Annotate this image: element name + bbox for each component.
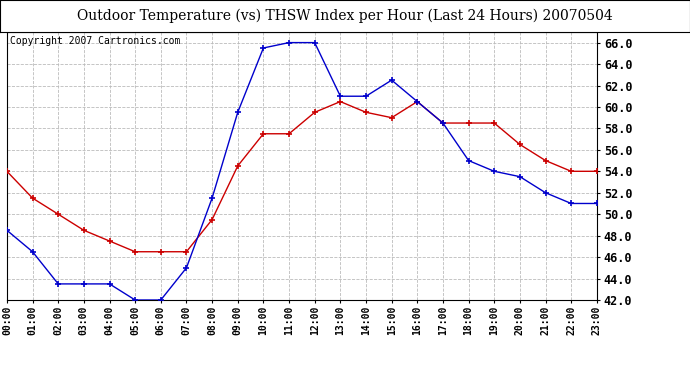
Text: Outdoor Temperature (vs) THSW Index per Hour (Last 24 Hours) 20070504: Outdoor Temperature (vs) THSW Index per … <box>77 9 613 23</box>
Text: Copyright 2007 Cartronics.com: Copyright 2007 Cartronics.com <box>10 36 180 46</box>
